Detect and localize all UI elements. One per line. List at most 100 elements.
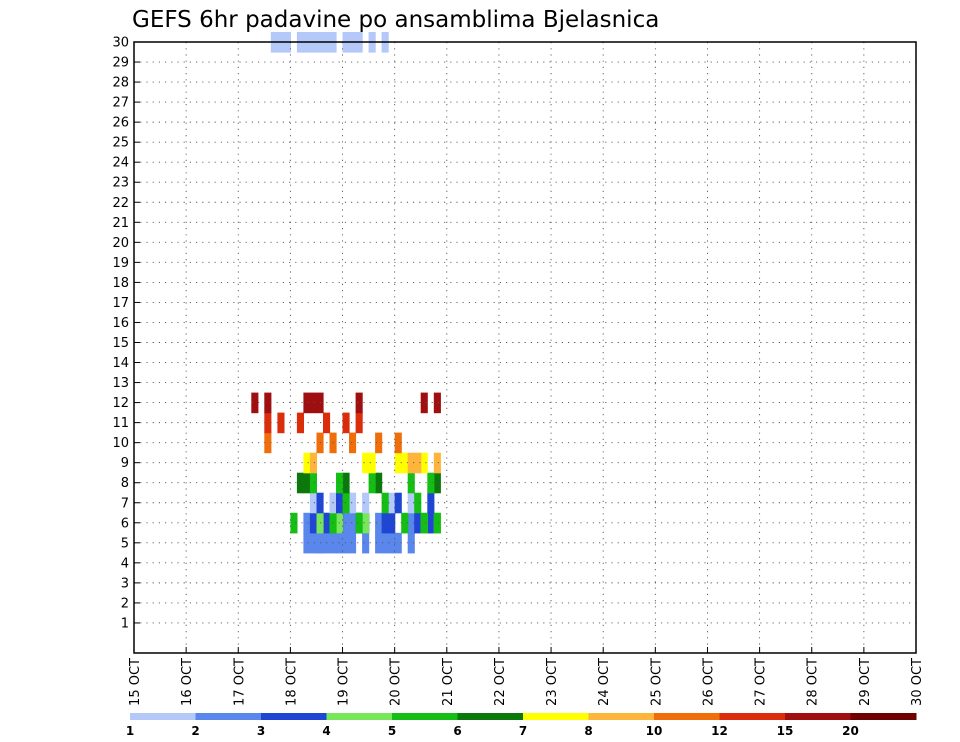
legend-swatch — [654, 713, 720, 720]
y-tick-label: 3 — [121, 576, 129, 591]
heatmap-cell — [362, 532, 370, 554]
y-tick-label: 1 — [121, 616, 129, 631]
heatmap-cell — [362, 492, 370, 514]
heatmap-cell — [309, 512, 317, 534]
legend-swatch — [326, 713, 393, 720]
legend-swatch — [523, 713, 589, 720]
heatmap-cell — [355, 512, 363, 534]
x-tick-label: 15 OCT — [128, 658, 143, 706]
heatmap-cell — [342, 412, 350, 434]
x-tick-label: 24 OCT — [597, 658, 612, 706]
heatmap-cell — [251, 392, 259, 414]
heatmap-cell — [264, 392, 272, 414]
gridlines — [134, 41, 916, 653]
heatmap-cell — [407, 532, 415, 554]
legend-label: 8 — [584, 724, 592, 738]
heatmap-cell — [296, 412, 304, 434]
heatmap-cell — [368, 452, 376, 474]
heatmap-cell — [427, 512, 435, 534]
heatmap-cell — [309, 532, 317, 554]
x-tick-label: 25 OCT — [649, 658, 664, 706]
heatmap-cell — [303, 472, 311, 494]
heatmap-cell — [342, 492, 350, 514]
y-tick-label: 7 — [121, 496, 129, 511]
heatmap-cell — [303, 532, 311, 554]
y-tick-label: 15 — [112, 336, 129, 351]
heatmap-cell — [309, 472, 317, 494]
heatmap-cell — [309, 392, 317, 414]
heatmap-cell — [394, 492, 402, 514]
x-tick-label: 23 OCT — [545, 658, 560, 706]
heatmap-cell — [303, 392, 311, 414]
heatmap-cell — [407, 512, 415, 534]
heatmap-cell — [433, 512, 441, 534]
heatmap-cell — [277, 412, 285, 434]
legend-label: 3 — [257, 724, 265, 738]
heatmap-cell — [414, 452, 422, 474]
y-tick-label: 26 — [112, 116, 129, 131]
legend-label: 12 — [711, 724, 728, 738]
legend-swatch — [719, 713, 786, 720]
heatmap-cell — [394, 452, 402, 474]
x-tick-label: 18 OCT — [284, 658, 299, 706]
heatmap-cell — [394, 432, 402, 454]
heatmap-cell — [401, 452, 409, 474]
heatmap-cell — [375, 472, 383, 494]
heatmap-cell — [407, 472, 415, 494]
x-tick-label: 27 OCT — [754, 658, 769, 706]
heatmap-cell — [420, 392, 428, 414]
heatmap-cell — [414, 512, 422, 534]
heatmap-cell — [349, 532, 357, 554]
heatmap-cell — [420, 512, 428, 534]
y-tick-label: 2 — [121, 596, 129, 611]
y-tick-label: 27 — [112, 96, 129, 111]
x-tick-label: 20 OCT — [389, 658, 404, 706]
x-tick-label: 16 OCT — [180, 658, 195, 706]
heatmap-cell — [427, 492, 435, 514]
heatmap-cell — [342, 472, 350, 494]
heatmap-cell — [433, 472, 441, 494]
y-tick-label: 28 — [112, 76, 129, 91]
y-tick-label: 5 — [121, 536, 129, 551]
y-tick-label: 10 — [112, 436, 129, 451]
heatmap-cell — [342, 532, 350, 554]
y-tick-label: 24 — [112, 156, 129, 171]
heatmap-cell — [303, 512, 311, 534]
heatmap-cell — [362, 452, 370, 474]
heatmap-cell — [349, 512, 357, 534]
legend-swatch — [261, 713, 327, 720]
x-tick-label: 21 OCT — [441, 658, 456, 706]
heatmap-cell — [264, 412, 272, 434]
y-tick-label: 23 — [112, 176, 129, 191]
legend-swatch — [130, 713, 196, 720]
y-tick-label: 17 — [112, 296, 129, 311]
heatmap-cell — [349, 492, 357, 514]
x-tick-label: 30 OCT — [910, 658, 925, 706]
legend-swatch — [588, 713, 655, 720]
heatmap-cell — [420, 452, 428, 474]
legend-label: 15 — [777, 724, 794, 738]
color-legend: 1 2 3 4 5 6 7 8 10 12 15 20 — [126, 713, 917, 738]
heatmap-cell — [401, 512, 409, 534]
y-tick-label: 4 — [121, 556, 129, 571]
heatmap-cell — [375, 532, 383, 554]
heatmap-cell — [355, 412, 363, 434]
legend-swatch — [392, 713, 458, 720]
heatmap-cells — [251, 32, 441, 554]
y-tick-label: 29 — [112, 56, 129, 71]
legend-label: 2 — [191, 724, 199, 738]
y-tick-label: 30 — [112, 36, 129, 51]
heatmap-cell — [433, 452, 441, 474]
heatmap-cell — [362, 512, 370, 534]
y-tick-label: 8 — [121, 476, 129, 491]
heatmap-cell — [407, 492, 415, 514]
y-tick-label: 12 — [112, 396, 129, 411]
heatmap-cell — [303, 452, 311, 474]
y-axis: 1234567891011121314151617181920212223242… — [112, 36, 140, 631]
legend-label: 20 — [842, 724, 859, 738]
plot-frame — [133, 41, 917, 654]
heatmap-cell — [342, 512, 350, 534]
y-tick-label: 18 — [112, 276, 129, 291]
y-tick-label: 9 — [121, 456, 129, 471]
